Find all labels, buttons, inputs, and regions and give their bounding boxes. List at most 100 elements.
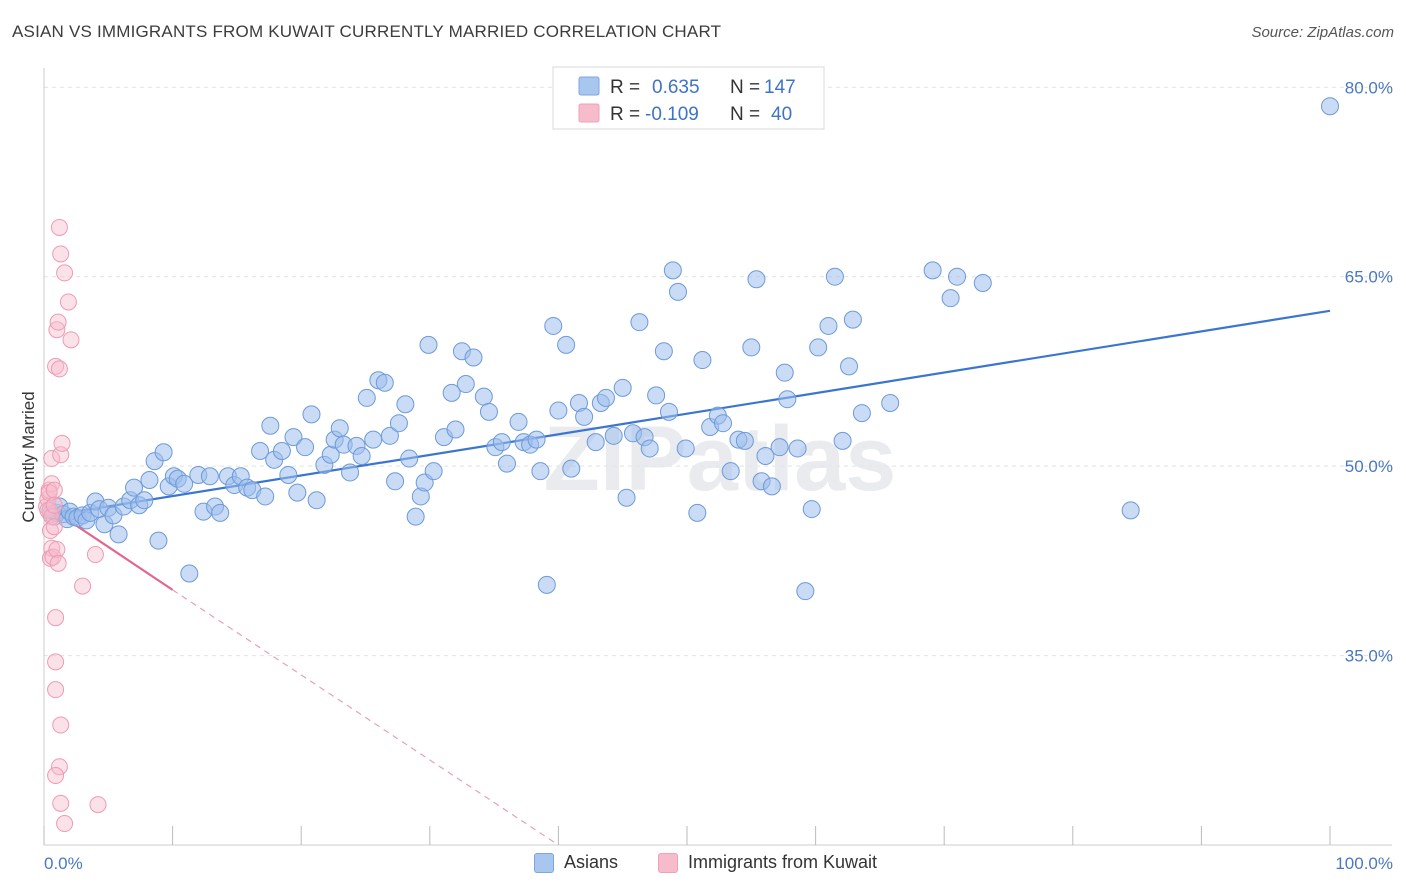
asians-point: [923, 261, 942, 280]
asians-point: [446, 420, 465, 439]
asians-point: [659, 402, 678, 421]
asians-point: [288, 483, 307, 502]
y-tick-label: 50.0%: [1345, 457, 1393, 476]
asians-point: [389, 414, 408, 433]
kuwait-point: [45, 496, 63, 514]
asians-point: [714, 414, 733, 433]
asians-point: [527, 430, 546, 449]
asians-point: [424, 462, 443, 481]
y-axis-title: Currently Married: [19, 391, 38, 522]
asians-swatch: [534, 852, 554, 873]
asians-point: [400, 449, 419, 468]
kuwait-point: [52, 716, 70, 734]
kuwait-point: [59, 293, 77, 311]
legend-n-label-1: N =: [730, 104, 760, 125]
asians-point: [604, 426, 623, 445]
legend-box: R = 0.635 N = 147 R = -0.109 N = 40: [552, 66, 825, 130]
asians-point: [770, 438, 789, 457]
asians-point: [284, 428, 303, 447]
asians-point: [154, 443, 173, 462]
bottom-legend-kuwait[interactable]: Immigrants from Kuwait: [658, 852, 877, 873]
y-tick-label: 35.0%: [1345, 647, 1393, 666]
asians-point: [442, 383, 461, 402]
legend-r-value-0: 0.635: [652, 77, 700, 98]
asians-point: [341, 463, 360, 482]
asians-point: [640, 439, 659, 458]
asians-point: [135, 491, 154, 510]
kuwait-swatch: [658, 852, 678, 873]
kuwait-point: [74, 577, 92, 595]
kuwait-trend-extension: [172, 589, 559, 846]
asians-point: [843, 310, 862, 329]
kuwait-point: [52, 245, 70, 263]
asians-point: [562, 459, 581, 478]
asians-point: [663, 261, 682, 280]
asians-point: [973, 274, 992, 293]
asians-point: [492, 433, 511, 452]
kuwait-point: [53, 434, 71, 452]
asians-point: [721, 462, 740, 481]
asians-point: [251, 441, 270, 460]
asians-point: [175, 474, 194, 493]
grid-lines: [44, 86, 1392, 657]
asians-point: [549, 401, 568, 420]
kuwait-point: [47, 767, 65, 785]
asians-point: [586, 433, 605, 452]
kuwait-point: [43, 508, 61, 526]
kuwait-point: [43, 450, 61, 468]
kuwait-point: [62, 331, 80, 349]
kuwait-point: [47, 609, 65, 627]
asians-point: [352, 447, 371, 466]
asians-point: [149, 531, 168, 550]
asians-point: [109, 525, 128, 544]
kuwait-point: [56, 815, 74, 833]
asians-point: [1121, 501, 1140, 520]
asians-point: [375, 373, 394, 392]
asians-point: [200, 467, 219, 486]
asians-point: [775, 363, 794, 382]
asians-point: [617, 488, 636, 507]
asians-point: [833, 431, 852, 450]
kuwait-point: [45, 481, 63, 499]
asians-point: [647, 386, 666, 405]
asians-point: [396, 395, 415, 414]
kuwait-point: [56, 264, 74, 282]
trend-lines: [43, 309, 1331, 846]
legend-r-label-1: R =: [610, 104, 640, 125]
y-tick-label: 65.0%: [1345, 268, 1393, 287]
asians-point: [596, 388, 615, 407]
kuwait-point: [49, 313, 67, 331]
kuwait-point: [49, 554, 67, 572]
kuwait-point: [50, 758, 68, 776]
x-tick-label: 100.0%: [1335, 854, 1393, 873]
asians-point: [557, 335, 576, 354]
asians-point: [575, 407, 594, 426]
asians-point: [474, 387, 493, 406]
asians-point: [676, 439, 695, 458]
asians-point: [756, 447, 775, 466]
kuwait-point: [50, 218, 68, 236]
asians-point: [302, 405, 321, 424]
asians-point: [479, 402, 498, 421]
asians-point: [948, 267, 967, 286]
kuwait-point: [89, 796, 107, 814]
asians-point: [406, 507, 425, 526]
asians-point: [688, 503, 707, 522]
asians-point: [330, 419, 349, 438]
legend-r-value-1: -0.109: [645, 104, 699, 125]
asians-point: [819, 316, 838, 335]
asians-point: [778, 390, 797, 409]
asians-point: [180, 564, 199, 583]
kuwait-point: [48, 540, 66, 558]
bottom-legend-asians[interactable]: Asians: [534, 852, 618, 873]
legend-swatch-asians: [578, 76, 600, 96]
x-tick-label: 0.0%: [44, 854, 83, 873]
kuwait-point: [52, 794, 70, 812]
legend-n-value-1: 40: [771, 104, 792, 125]
asians-point: [497, 454, 516, 473]
asians-point: [735, 431, 754, 450]
asians-point: [364, 430, 383, 449]
asians-point: [296, 438, 315, 457]
kuwait-legend-label: Immigrants from Kuwait: [688, 852, 878, 872]
